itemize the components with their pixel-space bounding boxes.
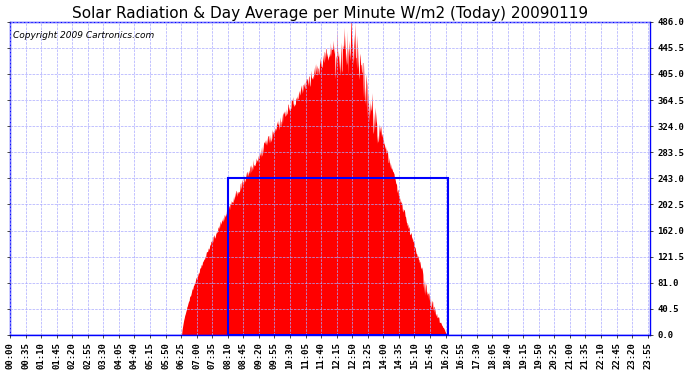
Text: Copyright 2009 Cartronics.com: Copyright 2009 Cartronics.com <box>13 31 155 40</box>
Title: Solar Radiation & Day Average per Minute W/m2 (Today) 20090119: Solar Radiation & Day Average per Minute… <box>72 6 588 21</box>
Bar <box>228 178 448 335</box>
